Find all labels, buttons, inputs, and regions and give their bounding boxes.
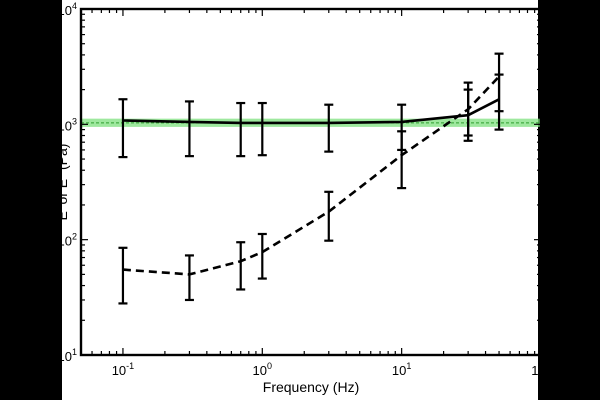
y-tick-label: 103 [58,116,77,133]
error-bar [236,241,246,291]
y-tick-label: 101 [58,347,77,364]
error-bar [184,100,194,158]
error-bar [118,246,128,305]
x-tick-label: 101 [392,361,411,378]
error-bar [463,88,473,137]
error-bar [184,254,194,302]
y-tick-label: 102 [58,232,77,249]
error-bar [324,103,334,153]
y-tick-label: 104 [58,1,77,18]
x-tick-label: 100 [253,361,272,378]
x-axis-label: Frequency (Hz) [263,379,359,395]
error-bar [397,130,407,190]
series-layer [118,52,504,305]
error-bar [257,101,267,157]
series-line-2 [122,75,501,276]
error-bar [257,232,267,280]
plot-frame [79,7,543,357]
x-tick-label: 10-1 [112,361,134,378]
figure-background [62,0,538,400]
axis-ticks [80,8,542,356]
error-bar [236,101,246,158]
x-tick-label: 102 [531,361,550,378]
tick-labels: 10-1 100 101 102 101 102 103 104 [58,1,551,378]
y-axis-label: E' or E" (Pa) [54,144,70,221]
error-bar [324,190,334,242]
error-bar [494,52,504,113]
error-bar [118,98,128,159]
